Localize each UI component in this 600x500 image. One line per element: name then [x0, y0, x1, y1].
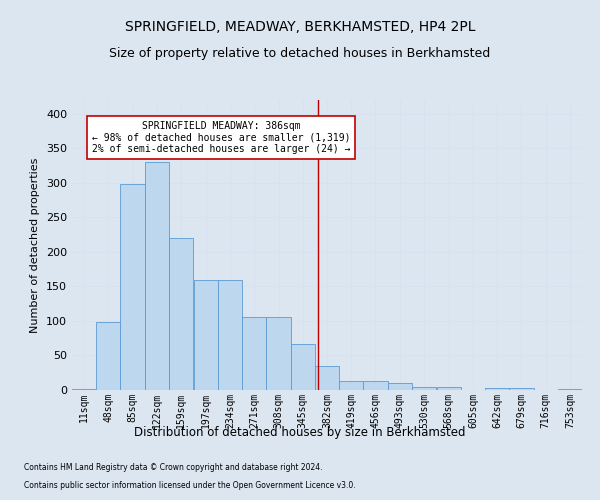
- Text: Contains HM Land Registry data © Crown copyright and database right 2024.: Contains HM Land Registry data © Crown c…: [24, 464, 323, 472]
- Bar: [437, 386, 461, 390]
- Bar: [121, 184, 145, 390]
- Text: Distribution of detached houses by size in Berkhamsted: Distribution of detached houses by size …: [134, 426, 466, 439]
- Bar: [485, 388, 509, 390]
- Text: Contains public sector information licensed under the Open Government Licence v3: Contains public sector information licen…: [24, 481, 356, 490]
- Bar: [169, 238, 193, 390]
- Text: SPRINGFIELD MEADWAY: 386sqm
← 98% of detached houses are smaller (1,319)
2% of s: SPRINGFIELD MEADWAY: 386sqm ← 98% of det…: [92, 120, 350, 154]
- Bar: [339, 381, 364, 390]
- Text: Size of property relative to detached houses in Berkhamsted: Size of property relative to detached ho…: [109, 48, 491, 60]
- Bar: [509, 388, 533, 390]
- Bar: [194, 280, 218, 390]
- Bar: [388, 383, 412, 390]
- Bar: [315, 366, 339, 390]
- Bar: [558, 388, 582, 390]
- Y-axis label: Number of detached properties: Number of detached properties: [31, 158, 40, 332]
- Bar: [266, 317, 290, 390]
- Bar: [72, 388, 96, 390]
- Bar: [412, 386, 436, 390]
- Bar: [96, 322, 121, 390]
- Bar: [364, 381, 388, 390]
- Bar: [242, 317, 266, 390]
- Bar: [218, 280, 242, 390]
- Bar: [290, 344, 315, 390]
- Text: SPRINGFIELD, MEADWAY, BERKHAMSTED, HP4 2PL: SPRINGFIELD, MEADWAY, BERKHAMSTED, HP4 2…: [125, 20, 475, 34]
- Bar: [145, 162, 169, 390]
